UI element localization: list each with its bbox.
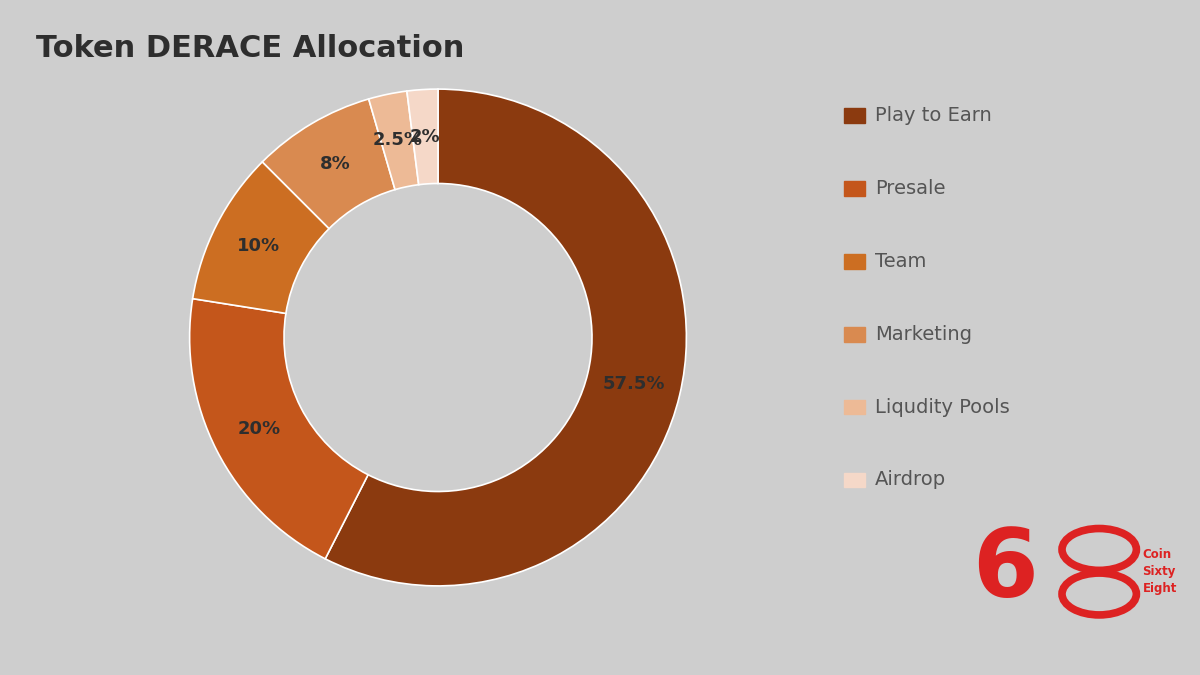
Wedge shape bbox=[190, 298, 368, 559]
Text: 57.5%: 57.5% bbox=[602, 375, 665, 394]
Wedge shape bbox=[407, 89, 438, 185]
Text: 20%: 20% bbox=[238, 420, 281, 438]
Text: 10%: 10% bbox=[238, 237, 281, 255]
Text: Liqudity Pools: Liqudity Pools bbox=[875, 398, 1009, 416]
Text: Airdrop: Airdrop bbox=[875, 470, 946, 489]
Wedge shape bbox=[325, 89, 686, 586]
Text: 2.5%: 2.5% bbox=[372, 132, 422, 149]
Text: Coin
Sixty
Eight: Coin Sixty Eight bbox=[1142, 548, 1177, 595]
Wedge shape bbox=[263, 99, 395, 229]
Text: 2%: 2% bbox=[410, 128, 440, 146]
Text: 6: 6 bbox=[972, 525, 1038, 617]
Text: 8%: 8% bbox=[320, 155, 350, 173]
Text: Marketing: Marketing bbox=[875, 325, 972, 344]
Text: Token DERACE Allocation: Token DERACE Allocation bbox=[36, 34, 464, 63]
Text: Team: Team bbox=[875, 252, 926, 271]
Wedge shape bbox=[368, 91, 419, 190]
Text: Play to Earn: Play to Earn bbox=[875, 106, 991, 125]
Wedge shape bbox=[193, 162, 329, 313]
Text: Presale: Presale bbox=[875, 179, 946, 198]
